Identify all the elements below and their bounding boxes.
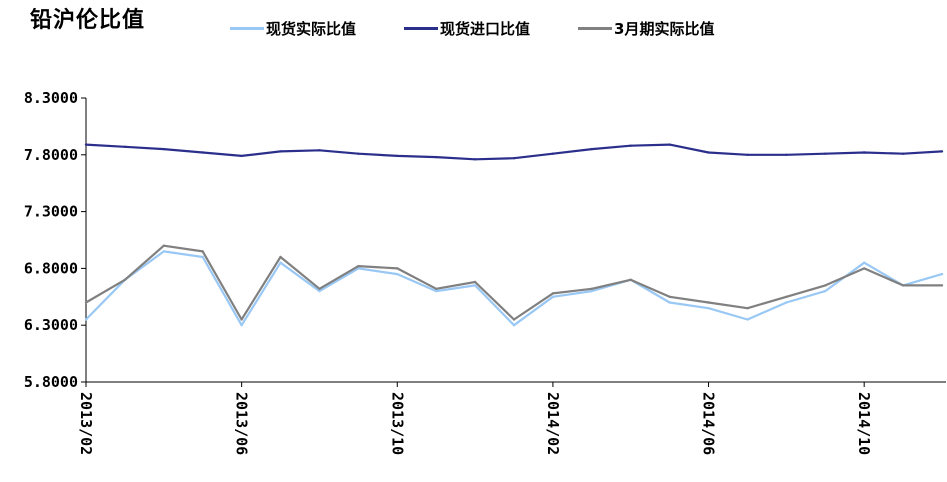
data-point-1-3 (201, 151, 204, 154)
data-point-0-20 (863, 261, 866, 264)
y-tick-label: 6.3000 (24, 316, 78, 334)
data-point-1-18 (785, 153, 788, 156)
data-point-1-22 (940, 150, 944, 153)
data-point-1-6 (318, 149, 321, 152)
data-point-0-12 (551, 295, 555, 298)
data-point-2-16 (707, 301, 710, 304)
data-point-0-10 (473, 284, 477, 287)
data-point-1-11 (512, 157, 516, 160)
data-point-1-9 (435, 155, 438, 159)
y-tick-label: 7.8000 (24, 146, 78, 164)
data-point-2-3 (201, 250, 204, 253)
data-point-0-4 (240, 324, 243, 327)
data-point-2-9 (435, 287, 438, 290)
data-point-1-2 (162, 147, 165, 151)
data-point-2-11 (512, 318, 516, 321)
y-tick-label: 7.3000 (24, 203, 78, 221)
data-point-1-0 (84, 143, 88, 146)
data-point-0-7 (357, 267, 360, 270)
data-point-1-14 (629, 144, 632, 147)
legend-swatch-3m-actual (578, 27, 613, 30)
data-point-0-11 (512, 324, 516, 327)
data-point-2-5 (279, 255, 282, 259)
data-point-0-2 (162, 250, 165, 253)
x-tick-label: 2014/02 (544, 392, 562, 455)
data-point-1-21 (901, 152, 905, 155)
data-point-0-5 (279, 261, 282, 264)
x-tick-label: 2013/10 (388, 392, 406, 455)
data-point-0-18 (785, 301, 788, 304)
data-point-0-8 (396, 272, 399, 276)
data-point-0-16 (707, 307, 710, 310)
data-point-2-7 (357, 264, 360, 268)
data-point-0-15 (668, 301, 671, 304)
x-tick-label: 2013/02 (77, 392, 95, 455)
data-point-0-19 (824, 289, 827, 293)
data-point-2-8 (396, 267, 399, 270)
legend: 现货实际比值 现货进口比值 3月期实际比值 (230, 18, 762, 39)
data-point-1-13 (590, 147, 593, 151)
data-point-2-0 (84, 301, 88, 304)
y-tick-label: 8.3000 (24, 89, 78, 107)
y-tick-label: 5.8000 (24, 373, 78, 391)
data-point-1-20 (863, 151, 866, 154)
data-point-2-21 (901, 284, 905, 287)
legend-item-spot-import: 现货进口比值 (404, 18, 530, 39)
data-point-1-1 (123, 145, 127, 148)
data-point-1-7 (357, 152, 360, 155)
x-tick-label: 2014/10 (855, 392, 873, 455)
data-point-2-22 (940, 284, 944, 287)
data-point-2-20 (863, 267, 866, 270)
data-point-1-19 (824, 152, 827, 155)
legend-label-spot-import: 现货进口比值 (440, 20, 531, 38)
data-point-1-8 (396, 154, 399, 158)
data-point-1-15 (668, 143, 671, 146)
legend-swatch-spot-import (404, 27, 439, 30)
data-point-2-12 (551, 292, 555, 295)
data-point-1-17 (746, 153, 749, 156)
chart-title: 铅沪伦比值 (30, 8, 146, 33)
data-point-2-15 (668, 295, 671, 298)
series-line-2 (85, 244, 942, 321)
data-point-0-3 (201, 255, 204, 259)
x-tick-label: 2014/06 (700, 392, 718, 455)
legend-label-3m-actual: 3月期实际比值 (614, 20, 715, 38)
legend-swatch-spot-actual (230, 27, 264, 30)
data-point-2-18 (785, 295, 788, 298)
data-point-0-9 (435, 289, 438, 293)
data-point-1-12 (551, 152, 555, 155)
series-lines (84, 143, 944, 327)
data-point-0-13 (590, 289, 593, 293)
data-point-0-0 (84, 318, 88, 321)
data-point-2-6 (318, 287, 321, 290)
data-point-2-19 (824, 284, 827, 287)
data-point-2-4 (240, 318, 243, 321)
y-tick-labels: 8.3000 7.8000 7.3000 6.8000 6.3000 5.8000 (24, 89, 78, 391)
legend-label-spot-actual: 现货实际比值 (266, 20, 357, 38)
x-tick-labels: 2013/02 2013/06 2013/10 2014/02 2014/06 2014/… (77, 392, 873, 455)
data-point-2-13 (590, 287, 593, 290)
legend-item-spot-actual: 现货实际比值 (230, 18, 356, 39)
data-point-0-6 (318, 289, 321, 293)
data-point-2-2 (162, 244, 165, 247)
data-point-0-22 (940, 272, 944, 276)
axes (81, 97, 946, 387)
legend-item-3m-actual: 3月期实际比值 (578, 18, 714, 39)
data-point-1-10 (473, 158, 477, 161)
data-point-1-16 (707, 151, 710, 154)
data-point-0-17 (746, 318, 749, 321)
data-point-1-4 (240, 154, 243, 158)
data-point-2-1 (123, 278, 127, 281)
y-tick-label: 6.8000 (24, 259, 78, 277)
x-tick-label: 2013/06 (233, 392, 251, 455)
data-point-2-17 (746, 307, 749, 310)
data-point-2-14 (629, 278, 632, 281)
data-point-1-5 (279, 150, 282, 153)
data-point-2-10 (473, 280, 477, 284)
